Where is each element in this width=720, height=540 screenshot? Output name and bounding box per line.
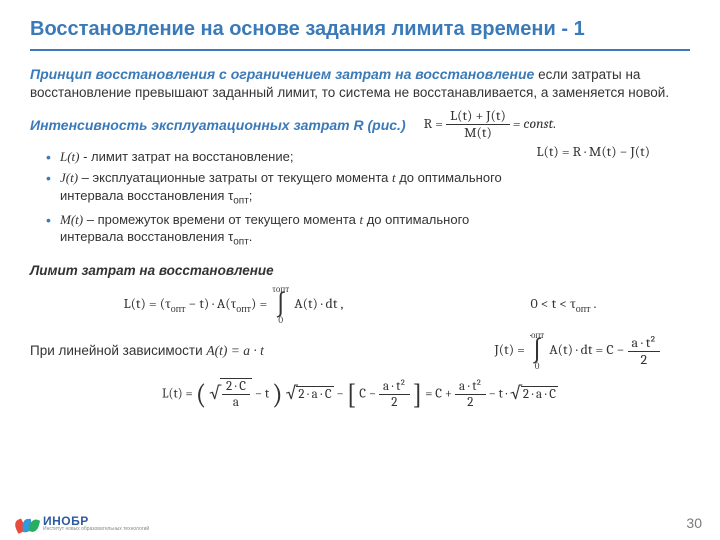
formula-condition: 0 < t < τопт . bbox=[530, 295, 596, 315]
definitions-list: L(t) - лимит затрат на восстановление; J… bbox=[30, 145, 519, 252]
formula-L-integral: L(t) = (τопт − t) · A(τопт) = τопт∫0 A(t… bbox=[124, 284, 344, 326]
logo-sub-text: Институт новых образовательных технологи… bbox=[43, 527, 149, 532]
def-J: J(t) – эксплуатационные затраты от текущ… bbox=[46, 169, 519, 208]
formula-R: R = L(t) + J(t)M(t) = const. bbox=[424, 108, 557, 141]
linear-text: При линейной зависимости A(t) = a · t bbox=[30, 342, 264, 360]
formula-L-final: L(t) = ( √2 · Ca − t ) √2 · a · C − [ C … bbox=[162, 378, 558, 410]
logo-icon bbox=[18, 514, 40, 532]
formula-L-short: L(t) = R · M(t) − J(t) bbox=[537, 143, 651, 160]
formula-J: J(t) = ·опт∫0 A(t) · dt = C − a · t²2 bbox=[495, 330, 660, 372]
principle-emph: Принцип восстановления с ограничением за… bbox=[30, 66, 534, 82]
slide-title: Восстановление на основе задания лимита … bbox=[30, 18, 690, 51]
formula-L-final-row: L(t) = ( √2 · Ca − t ) √2 · a · C − [ C … bbox=[30, 378, 690, 410]
limit-heading: Лимит затрат на восстановление bbox=[30, 262, 690, 280]
def-M: M(t) – промежуток времени от текущего мо… bbox=[46, 211, 519, 250]
def-L: L(t) - лимит затрат на восстановление; bbox=[46, 148, 519, 166]
slide-footer: ИНОБР Институт новых образовательных тех… bbox=[18, 514, 702, 532]
principle-paragraph: Принцип восстановления с ограничением за… bbox=[30, 65, 690, 102]
logo: ИНОБР Институт новых образовательных тех… bbox=[18, 514, 149, 532]
page-number: 30 bbox=[686, 515, 702, 531]
intensity-emph: Интенсивность эксплуатационных затрат R … bbox=[30, 117, 406, 133]
formula-L-integral-row: L(t) = (τопт − t) · A(τопт) = τопт∫0 A(t… bbox=[30, 284, 690, 326]
